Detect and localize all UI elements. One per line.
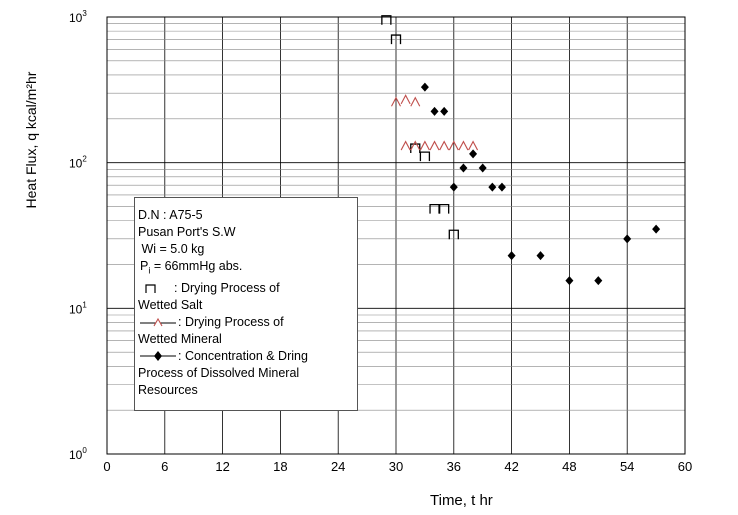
filled-diamond-point: [449, 182, 458, 192]
filled-diamond-point: [488, 182, 497, 192]
x-tick-label: 54: [620, 459, 634, 474]
filled-diamond-point: [507, 251, 516, 261]
open-triangle-point: [439, 140, 450, 151]
legend-label-resources-2: Process of Dissolved Mineral: [138, 365, 300, 380]
open-triangle-point: [400, 140, 411, 151]
legend-pressure-symbol: P: [140, 259, 149, 273]
open-triangle-point: [400, 94, 411, 105]
y-tick-label-exponent: 1: [82, 300, 87, 309]
filled-diamond-point: [497, 182, 506, 192]
legend-pressure-value: = 66mmHg abs.: [150, 259, 243, 273]
x-tick-label: 12: [215, 459, 229, 474]
legend-line-source: Pusan Port's S.W: [138, 225, 236, 239]
open-square-point: [390, 34, 402, 45]
y-tick-label-exponent: 2: [82, 155, 87, 164]
filled-diamond-point: [459, 163, 468, 173]
y-tick-label-exponent: 3: [82, 9, 87, 18]
filled-diamond-point: [594, 276, 603, 286]
y-tick-label-base: 10: [69, 157, 83, 171]
legend-line-dn: D.N : A75-5: [138, 208, 203, 222]
open-square-point: [448, 229, 459, 240]
open-triangle-point: [429, 140, 440, 151]
filled-diamond-point: [623, 234, 632, 244]
open-square-point: [381, 15, 392, 25]
legend-entry-resources: : Concentration & Dring: [138, 348, 357, 365]
legend-label-mineral-2: Wetted Mineral: [138, 331, 222, 346]
filled-diamond-point: [565, 276, 574, 286]
filled-diamond-point: [652, 224, 661, 234]
plot-frame: [106, 16, 686, 455]
x-tick-label: 42: [504, 459, 518, 474]
legend-entry-mineral: : Drying Process of: [138, 314, 357, 331]
legend-label-resources: : Concentration & Dring: [178, 348, 308, 363]
open-triangle-point: [419, 140, 430, 151]
x-tick-label: 48: [562, 459, 576, 474]
filled-diamond-point: [469, 149, 478, 159]
y-tick-label-base: 10: [69, 448, 83, 462]
filled-diamond-point: [478, 163, 487, 173]
open-triangle-point: [448, 140, 459, 151]
legend-label-salt: : Drying Process of: [174, 280, 280, 295]
legend-label-mineral: : Drying Process of: [178, 314, 284, 329]
x-tick-label: 18: [273, 459, 287, 474]
open-square-point: [439, 203, 450, 214]
data-marks: [381, 15, 661, 286]
legend-line-weight: Wi = 5.0 kg: [138, 242, 205, 256]
x-tick-label: 60: [678, 459, 692, 474]
y-tick-label: 103: [69, 9, 87, 25]
y-tick-label: 101: [69, 300, 87, 316]
open-triangle-point: [410, 96, 421, 107]
x-tick-label: 30: [389, 459, 403, 474]
legend-label-salt-2: Wetted Salt: [138, 297, 203, 312]
legend-entry-salt: : Drying Process of: [138, 280, 357, 297]
y-tick-label-base: 10: [69, 11, 83, 25]
legend-label-resources-3: Resources: [138, 382, 198, 397]
open-triangle-legend-icon: [140, 318, 176, 327]
y-tick-label: 100: [69, 446, 87, 462]
open-triangle-point: [391, 96, 401, 107]
open-square-point: [429, 203, 440, 214]
y-tick-label-base: 10: [69, 302, 83, 316]
filled-diamond-point: [440, 106, 449, 116]
open-triangle-point: [468, 140, 479, 151]
legend-line-pressure: Pi = 66mmHg abs.: [138, 258, 357, 280]
x-axis-title: Time, t hr: [430, 492, 493, 509]
open-triangle-point: [410, 140, 421, 151]
x-tick-label: 36: [447, 459, 461, 474]
open-square-legend-icon: [145, 284, 156, 294]
open-square-point: [410, 143, 421, 154]
filled-diamond-point: [536, 251, 545, 261]
y-axis-title: Heat Flux, q kcal/m²hr: [23, 71, 39, 208]
x-tick-label: 6: [161, 459, 168, 474]
filled-diamond-legend-icon: [140, 351, 176, 362]
y-tick-label-exponent: 0: [82, 446, 87, 455]
legend-box: D.N : A75-5 Pusan Port's S.W Wi = 5.0 kg…: [134, 197, 358, 411]
open-triangle-point: [458, 140, 469, 151]
filled-diamond-point: [420, 82, 429, 92]
legend-pressure-subscript: i: [148, 265, 151, 276]
x-tick-label: 0: [103, 459, 110, 474]
x-tick-label: 24: [331, 459, 345, 474]
open-square-point: [419, 151, 431, 162]
filled-diamond-point: [430, 106, 439, 116]
y-tick-label: 102: [69, 155, 87, 171]
